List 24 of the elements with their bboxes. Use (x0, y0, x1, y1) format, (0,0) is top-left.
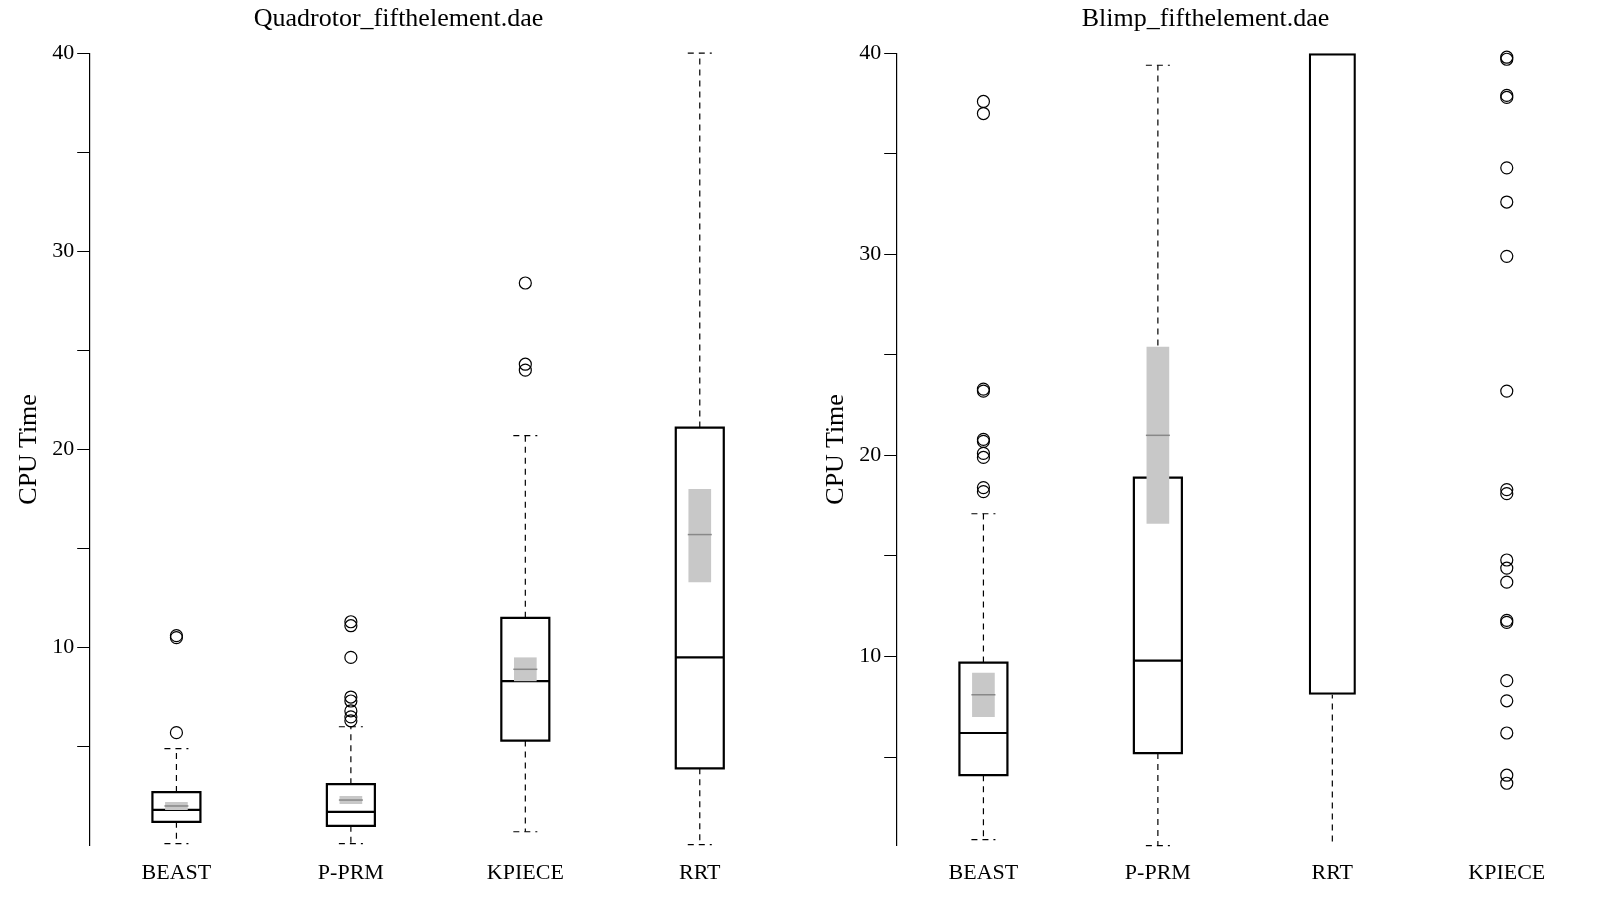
x-tick-label: P-PRM (1124, 858, 1191, 884)
x-tick-label: RRT (679, 858, 722, 884)
bar (688, 489, 712, 583)
x-tick-label: KPIECE (1468, 858, 1546, 884)
bar (1146, 346, 1170, 524)
y-tick-label: 40 (52, 38, 75, 64)
y-tick-label: 20 (859, 441, 882, 467)
x-tick-label: P-PRM (317, 858, 384, 884)
chart-title: Quadrotor_fifthelement.dae (253, 3, 544, 33)
y-axis-title: CPU Time (820, 394, 850, 505)
x-tick-label: KPIECE (486, 858, 564, 884)
y-tick-label: 30 (52, 237, 75, 263)
bar (513, 657, 537, 682)
chart-title: Blimp_fifthelement.dae (1081, 3, 1330, 33)
y-tick-label: 10 (52, 633, 75, 659)
y-tick-label: 40 (859, 38, 882, 64)
y-tick-label: 10 (859, 642, 882, 668)
y-tick-label: 20 (52, 435, 75, 461)
bar (972, 672, 995, 717)
y-axis-title: CPU Time (13, 394, 43, 505)
x-tick-label: BEAST (948, 858, 1019, 884)
x-tick-label: RRT (1311, 858, 1354, 884)
x-tick-label: BEAST (141, 858, 212, 884)
y-tick-label: 30 (859, 240, 882, 266)
